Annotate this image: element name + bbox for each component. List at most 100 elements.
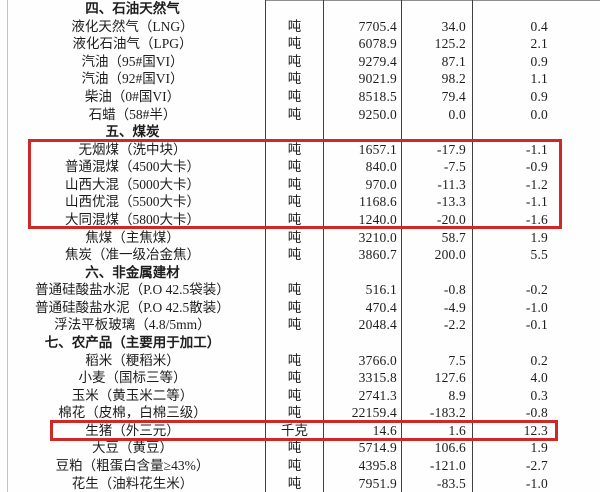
- price-change: 87.1: [441, 53, 466, 69]
- product-name: 四、石油天然气: [85, 1, 180, 17]
- table-row: 五、煤炭: [0, 123, 600, 141]
- price-change: -20.0: [436, 211, 466, 227]
- price: 9021.9: [358, 71, 397, 87]
- table-row: 稻米（粳稻米） 吨 3766.0 7.5 0.2: [0, 351, 600, 370]
- product-name: 焦炭（准一级冶金焦）: [65, 247, 200, 263]
- price: 1168.6: [359, 194, 397, 210]
- table-row: 小麦（国标三等） 吨 3315.8 127.6 4.0: [0, 369, 600, 387]
- product-name: 大豆（黄豆）: [92, 440, 173, 456]
- product-name: 无烟煤（洗中块）: [78, 141, 187, 157]
- table-row: 浮法平板玻璃（4.8/5mm） 吨 2048.4 -2.2 -0.1: [0, 316, 600, 334]
- price: 9250.0: [358, 106, 397, 122]
- price-change: 34.0: [441, 18, 466, 34]
- unit: 千克: [281, 422, 308, 438]
- unit: 吨: [287, 88, 302, 104]
- table-row: 普通混煤（4500大卡） 吨 840.0 -7.5 -0.9: [0, 158, 600, 176]
- unit: 吨: [287, 475, 302, 491]
- price-change: 200.0: [434, 247, 466, 263]
- unit: 吨: [287, 387, 302, 403]
- price: 970.0: [365, 176, 397, 192]
- table-row: 无烟煤（洗中块） 吨 1657.1 -17.9 -1.1: [0, 140, 600, 159]
- price: 516.1: [365, 282, 397, 298]
- product-name: 花生（油料花生米）: [71, 475, 194, 491]
- price-change-pct: -1.1: [525, 194, 548, 210]
- table-row: 普通硅酸盐水泥（P.O 42.5袋装） 吨 516.1 -0.8 -0.2: [0, 281, 600, 299]
- product-name: 豆粕（粗蛋白含量≥43%）: [55, 458, 210, 474]
- price-change: 1.6: [448, 422, 466, 438]
- price-change-pct: 1.1: [530, 71, 548, 87]
- product-name: 柴油（0#国VI）: [84, 88, 181, 104]
- price: 1657.1: [358, 141, 397, 157]
- price-change: -121.0: [429, 458, 466, 474]
- highlight-box-coal-rows: [28, 139, 562, 229]
- price-change-pct: 4.0: [530, 370, 548, 386]
- unit: 吨: [287, 211, 302, 227]
- table-row: 大同混煤（5800大卡） 吨 1240.0 -20.0 -1.6: [0, 210, 600, 229]
- price: 3315.8: [358, 370, 397, 386]
- unit: 吨: [287, 282, 302, 298]
- price-change: 7.5: [448, 352, 466, 368]
- price-change: 98.2: [441, 71, 466, 87]
- table-row: 豆粕（粗蛋白含量≥43%） 吨 4395.8 -121.0 -2.7: [0, 457, 600, 475]
- price-change: 127.6: [434, 370, 466, 386]
- price-change-pct: 0.2: [530, 352, 548, 368]
- unit: 吨: [287, 71, 302, 87]
- price-change: 125.2: [434, 36, 466, 52]
- product-name: 大同混煤（5800大卡）: [65, 211, 200, 227]
- price-change: 79.4: [441, 88, 466, 104]
- product-name: 液化石油气（LPG）: [72, 36, 193, 52]
- price-change: -0.8: [443, 282, 466, 298]
- product-name: 生猪（外三元）: [85, 422, 180, 438]
- product-name: 普通硅酸盐水泥（P.O 42.5散装）: [35, 299, 230, 315]
- price-change-pct: -1.2: [525, 176, 548, 192]
- table-row: 生猪（外三元） 千克 14.6 1.6 12.3: [0, 421, 600, 440]
- price: 2741.3: [358, 387, 397, 403]
- price-change-pct: -2.7: [525, 458, 548, 474]
- product-name: 普通混煤（4500大卡）: [65, 159, 200, 175]
- product-name: 六、非金属建材: [85, 264, 180, 280]
- price: 3860.7: [358, 247, 397, 263]
- price-change: 8.9: [448, 387, 466, 403]
- table-left-border: [7, 0, 8, 492]
- table-row: 液化天然气（LNG） 吨 7705.4 34.0 0.4: [0, 17, 600, 36]
- price: 470.4: [365, 299, 397, 315]
- unit: 吨: [287, 247, 302, 263]
- product-name: 稻米（粳稻米）: [85, 352, 180, 368]
- price: 7705.4: [358, 18, 397, 34]
- price-change-pct: 5.5: [530, 247, 548, 263]
- price: 5714.9: [358, 440, 397, 456]
- price-change: 58.7: [441, 229, 466, 245]
- price: 2048.4: [358, 317, 397, 333]
- table-row: 焦炭（准一级冶金焦） 吨 3860.7 200.0 5.5: [0, 246, 600, 264]
- price-change: -183.2: [429, 405, 466, 421]
- product-name: 浮法平板玻璃（4.8/5mm）: [54, 317, 211, 333]
- table-row: 汽油（95#国VI） 吨 9279.4 87.1 0.9: [0, 52, 600, 71]
- price-change-pct: 1.9: [530, 229, 548, 245]
- price: 4395.8: [358, 458, 397, 474]
- product-name: 棉花（皮棉，白棉三级）: [58, 405, 207, 421]
- product-name: 焦煤（主焦煤）: [85, 229, 180, 245]
- unit: 吨: [287, 229, 302, 245]
- price-change-pct: 0.4: [530, 18, 548, 34]
- price: 3766.0: [358, 352, 397, 368]
- table-top-border-fragment: [266, 0, 600, 1]
- unit: 吨: [287, 159, 302, 175]
- price-change-pct: -0.9: [525, 159, 548, 175]
- product-name: 石蜡（58#半）: [88, 106, 177, 122]
- price-change: -83.5: [436, 475, 466, 491]
- product-name: 玉米（黄玉米二等）: [71, 387, 194, 403]
- unit: 吨: [287, 36, 302, 52]
- unit: 吨: [287, 458, 302, 474]
- table-row: 山西大混（5000大卡） 吨 970.0 -11.3 -1.2: [0, 175, 600, 194]
- price-change-pct: 1.9: [530, 440, 548, 456]
- table-row: 液化石油气（LPG） 吨 6078.9 125.2 2.1: [0, 35, 600, 53]
- price-change: -17.9: [436, 141, 466, 157]
- price-change-pct: -0.2: [525, 282, 548, 298]
- price-change: -13.3: [436, 194, 466, 210]
- table-row: 六、非金属建材: [0, 263, 600, 282]
- product-name: 汽油（95#国VI）: [81, 53, 184, 69]
- price-change: -11.3: [437, 176, 466, 192]
- table-row: 花生（油料花生米） 吨 7951.9 -83.5 -1.0: [0, 474, 600, 492]
- price-change-pct: -1.1: [525, 141, 548, 157]
